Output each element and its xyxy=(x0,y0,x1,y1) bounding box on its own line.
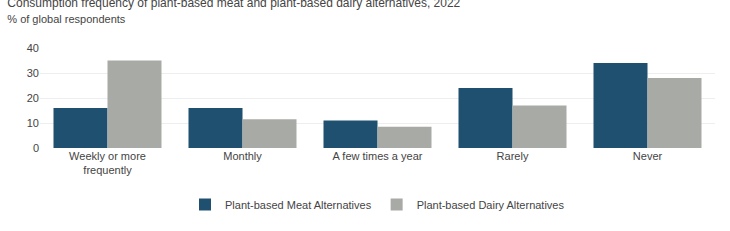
svg-text:30: 30 xyxy=(27,67,39,79)
svg-text:40: 40 xyxy=(27,42,39,54)
svg-text:Weekly or morefrequently: Weekly or morefrequently xyxy=(69,150,146,176)
svg-text:Monthly: Monthly xyxy=(223,150,262,162)
svg-text:Rarely: Rarely xyxy=(497,150,529,162)
svg-text:10: 10 xyxy=(27,117,39,129)
svg-text:Never: Never xyxy=(633,150,663,162)
svg-text:Plant-based Dairy Alternatives: Plant-based Dairy Alternatives xyxy=(417,199,565,211)
svg-text:0: 0 xyxy=(33,142,39,154)
svg-text:Consumption frequency of plant: Consumption frequency of plant-based mea… xyxy=(7,0,460,25)
svg-text:Plant-based Meat Alternatives: Plant-based Meat Alternatives xyxy=(225,199,372,211)
svg-text:A few times a year: A few times a year xyxy=(333,150,423,162)
svg-text:20: 20 xyxy=(27,92,39,104)
